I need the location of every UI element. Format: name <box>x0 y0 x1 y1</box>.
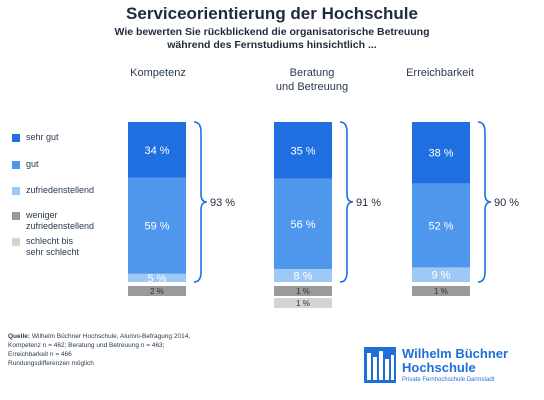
logo-name-line: Wilhelm Büchner <box>402 346 509 361</box>
bar-segment <box>274 269 332 282</box>
brace-icon <box>477 121 492 283</box>
source-label: Quelle: <box>8 333 31 340</box>
legend-item-gut: gut <box>12 159 39 170</box>
legend-item-schlecht: schlecht bis sehr schlecht <box>12 236 79 258</box>
chart-title: Serviceorientierung der Hochschule <box>126 4 418 23</box>
legend-label: weniger zufriedenstellend <box>26 210 94 232</box>
bar-value-label: 34 % <box>144 145 169 157</box>
legend-swatch-zufriedenstellend <box>12 187 20 195</box>
legend-item-sehr-gut: sehr gut <box>12 132 59 143</box>
bar-value-label: 5 % <box>148 273 167 285</box>
legend-label-line: weniger <box>26 210 58 220</box>
subtitle-line-2: während des Fernstudiums hinsichtlich ..… <box>167 39 377 51</box>
legend-swatch-schlecht <box>12 238 20 246</box>
legend-swatch-weniger <box>12 212 20 220</box>
bar-value-label: 9 % <box>432 270 451 282</box>
bar-segment <box>274 298 332 308</box>
legend-item-zufriedenstellend: zufriedenstellend <box>12 185 94 196</box>
bar-segment <box>412 183 470 268</box>
source-note: Quelle: Wilhelm Büchner Hochschule, Alum… <box>8 332 268 368</box>
bar-segment <box>274 122 332 179</box>
chart-subtitle: Wie bewerten Sie rückblickend die organi… <box>70 26 474 52</box>
source-text: Wilhelm Büchner Hochschule, Alumni-Befra… <box>31 333 191 340</box>
bar-value-label: 1 % <box>296 287 310 296</box>
bar-value-label: 2 % <box>150 287 164 296</box>
bar-value-label: 8 % <box>294 271 313 283</box>
source-line-2: Kompetenz n = 462; Beratung und Betreuun… <box>8 342 165 349</box>
university-logo: Wilhelm Büchner Hochschule Private Fernh… <box>364 345 534 389</box>
brace-total-label: 90 % <box>494 197 519 209</box>
bar-value-label: 1 % <box>434 287 448 296</box>
logo-name: Wilhelm Büchner Hochschule <box>402 347 532 375</box>
legend-label-line: gut <box>26 159 39 169</box>
bar-value-label: 59 % <box>144 221 169 233</box>
category-label-line: Erreichbarkeit <box>406 67 474 79</box>
category-label-erreichbarkeit: Erreichbarkeit <box>380 66 500 80</box>
bar-value-label: 35 % <box>290 145 315 157</box>
legend-item-weniger: weniger zufriedenstellend <box>12 210 94 232</box>
source-line-4: Rundungsdifferenzen möglich <box>8 360 94 367</box>
category-label-beratung: Beratung und Betreuung <box>252 66 372 94</box>
bar-segment <box>128 286 186 296</box>
legend-swatch-gut <box>12 161 20 169</box>
legend-label: zufriedenstellend <box>26 185 94 196</box>
legend-label: schlecht bis sehr schlecht <box>26 236 79 258</box>
brace-icon <box>339 121 354 283</box>
legend-label-line: zufriedenstellend <box>26 221 95 231</box>
bar-segment <box>128 177 186 274</box>
category-label-line: und Betreuung <box>275 81 349 93</box>
category-label-line: Beratung <box>289 67 335 79</box>
university-logo-mark-icon <box>364 347 396 383</box>
subtitle-line-1: Wie bewerten Sie rückblickend die organi… <box>114 26 430 38</box>
legend-label: gut <box>26 159 39 170</box>
category-label-line: Kompetenz <box>130 67 186 79</box>
bar-segment <box>412 286 470 296</box>
bar-segment <box>412 267 470 282</box>
bar-segment <box>274 286 332 296</box>
brace-icon <box>193 121 208 283</box>
legend-label: sehr gut <box>26 132 59 143</box>
brace-total-label: 93 % <box>210 197 235 209</box>
brace-total-label: 91 % <box>356 197 381 209</box>
bar-value-label: 56 % <box>290 219 315 231</box>
logo-name-line: Hochschule <box>402 360 476 375</box>
bar-segment <box>128 122 186 178</box>
bar-value-label: 52 % <box>428 220 453 232</box>
bar-segment <box>412 122 470 184</box>
logo-tagline: Private Fernhochschule Darmstadt <box>402 377 495 383</box>
legend-label-line: schlecht bis <box>26 236 74 246</box>
bar-segment <box>128 273 186 282</box>
source-line-3: Erreichbarkeit n = 466 <box>8 351 72 358</box>
legend-label-line: sehr schlecht <box>26 247 80 257</box>
legend-label-line: zufriedenstellend <box>26 185 95 195</box>
bar-value-label: 1 % <box>296 299 310 308</box>
category-label-kompetenz: Kompetenz <box>98 66 218 80</box>
bar-segment <box>274 178 332 270</box>
legend-label-line: sehr gut <box>26 132 59 142</box>
source-line-1: Quelle: Wilhelm Büchner Hochschule, Alum… <box>8 332 268 341</box>
bar-value-label: 38 % <box>428 148 453 160</box>
legend-swatch-sehr-gut <box>12 134 20 142</box>
